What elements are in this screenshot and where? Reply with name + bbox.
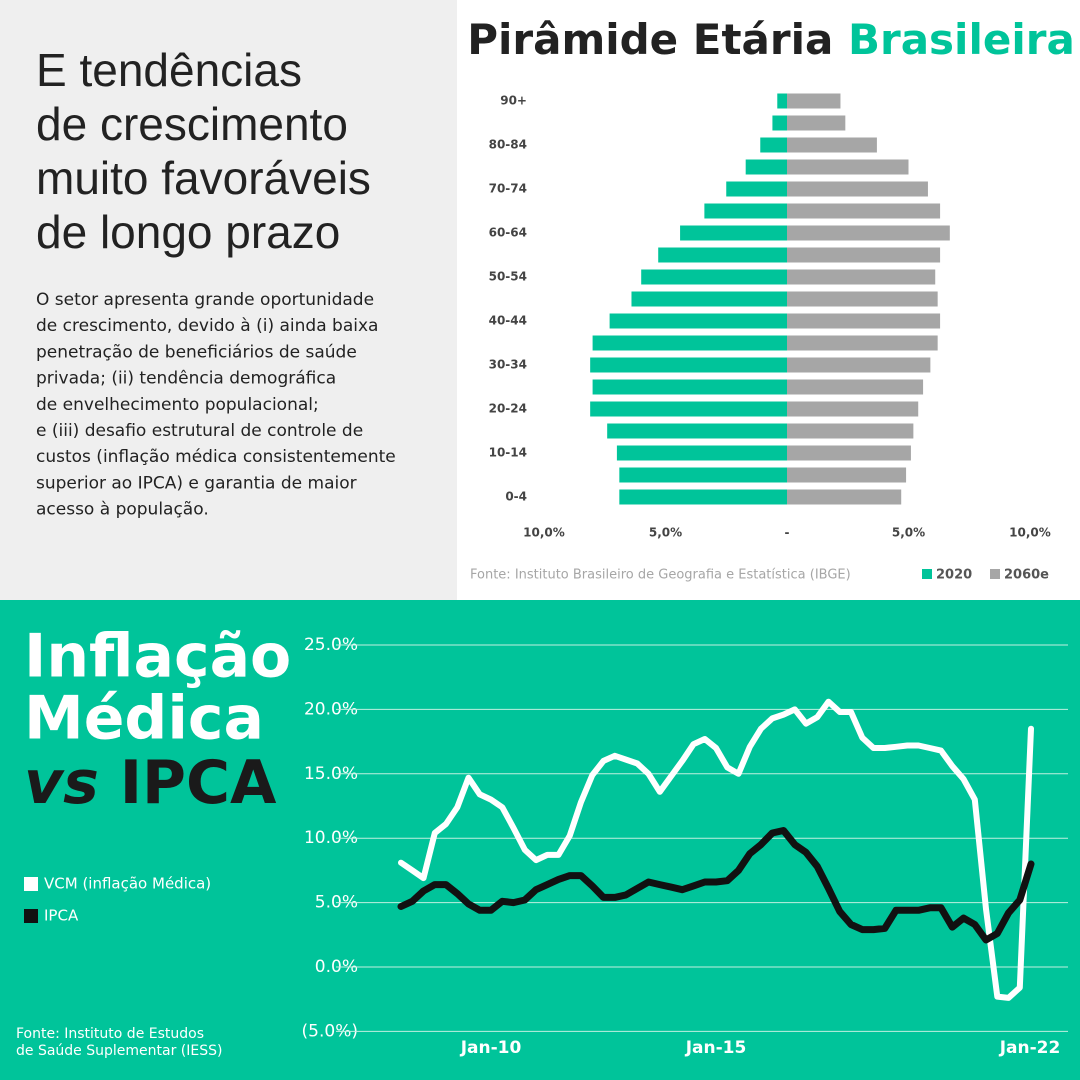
bar <box>658 247 787 263</box>
heading-line: muito favoráveis <box>36 152 371 204</box>
bar <box>787 269 936 285</box>
bar <box>607 423 787 439</box>
heading-line: de crescimento <box>36 98 348 150</box>
bar <box>590 357 787 373</box>
bar <box>726 181 787 197</box>
body-line: penetração de beneficiários de saúde <box>36 342 357 362</box>
title-part: IPCA <box>120 748 277 818</box>
x-tick-label: 5,0% <box>892 526 925 540</box>
y-tick-label: 0-4 <box>505 490 527 504</box>
body-line: privada; (ii) tendência demográfica <box>36 369 336 389</box>
legend-swatch <box>990 569 1000 579</box>
bar <box>787 335 938 351</box>
bar <box>787 423 914 439</box>
bar <box>787 159 909 175</box>
body-line: custos (inflação médica consistentemente <box>36 447 396 467</box>
source: Fonte: Instituto Brasileiro de Geografia… <box>470 568 851 583</box>
bar <box>704 203 787 219</box>
y-tick-label: 80-84 <box>489 138 527 152</box>
x-tick-label: Jan-10 <box>460 1038 522 1058</box>
chart-title: vs IPCA <box>24 748 277 818</box>
bar <box>609 313 787 329</box>
body-line: e (iii) desafio estrutural de controle d… <box>36 421 363 441</box>
bar <box>787 379 924 395</box>
body-line: de envelhecimento populacional; <box>36 395 319 415</box>
y-tick-label: 20-24 <box>489 402 527 416</box>
bar <box>787 203 941 219</box>
legend-swatch <box>922 569 932 579</box>
intro-panel <box>0 0 457 600</box>
bar <box>680 225 787 241</box>
title-part: vs <box>24 748 99 818</box>
x-tick-label: 5,0% <box>649 526 682 540</box>
y-tick-label: 10.0% <box>304 828 358 848</box>
bar <box>619 467 787 483</box>
bar <box>787 225 950 241</box>
y-tick-label: 15.0% <box>304 764 358 784</box>
bar <box>787 489 902 505</box>
bar <box>745 159 787 175</box>
source: Fonte: Instituto de Estudos <box>16 1026 204 1042</box>
title-highlight: Brasileira <box>848 15 1075 64</box>
bar <box>787 291 938 307</box>
y-tick-label: 50-54 <box>489 270 527 284</box>
chart-title: Inflação <box>24 622 291 692</box>
body-line: de crescimento, devido à (i) ainda baixa <box>36 316 378 336</box>
legend-label: IPCA <box>44 907 79 925</box>
title-part: Pirâmide Etária <box>467 15 833 64</box>
chart-title: Pirâmide Etária Brasileira <box>467 15 1075 64</box>
legend-label: 2060e <box>1004 568 1049 583</box>
legend-label: 2020 <box>936 568 972 583</box>
y-tick-label: 90+ <box>500 94 527 108</box>
y-tick-label: (5.0%) <box>302 1021 358 1041</box>
bar <box>616 445 787 461</box>
legend-swatch <box>24 909 38 923</box>
bar <box>590 401 787 417</box>
y-tick-label: 20.0% <box>304 699 358 719</box>
bar <box>787 93 841 109</box>
y-tick-label: 40-44 <box>489 314 527 328</box>
y-tick-label: 60-64 <box>489 226 527 240</box>
bar <box>631 291 787 307</box>
y-tick-label: 30-34 <box>489 358 527 372</box>
legend-swatch <box>24 877 38 891</box>
bar <box>592 335 787 351</box>
body-line: acesso à população. <box>36 500 209 520</box>
x-tick-label: Jan-22 <box>999 1038 1061 1058</box>
source: de Saúde Suplementar (IESS) <box>16 1043 222 1059</box>
bar <box>787 115 846 131</box>
bar <box>787 467 907 483</box>
heading-line: E tendências <box>36 44 302 96</box>
bar <box>592 379 787 395</box>
bar <box>787 247 941 263</box>
chart-title: Médica <box>24 684 264 754</box>
y-tick-label: 10-14 <box>489 446 527 460</box>
legend-label: VCM (inflação Médica) <box>44 875 211 893</box>
x-tick-label: Jan-15 <box>685 1038 747 1058</box>
bar <box>641 269 787 285</box>
x-tick-label: 10,0% <box>523 526 565 540</box>
y-tick-label: 25.0% <box>304 635 358 655</box>
body-line: superior ao IPCA) e garantia de maior <box>36 473 357 493</box>
heading-line: de longo prazo <box>36 206 340 258</box>
bar <box>777 93 787 109</box>
bar <box>772 115 787 131</box>
x-tick-label: 10,0% <box>1009 526 1051 540</box>
line-series <box>397 827 1035 944</box>
bar <box>787 401 919 417</box>
bar <box>787 357 931 373</box>
x-tick-label: - <box>785 526 790 540</box>
bar <box>787 445 911 461</box>
y-tick-label: 70-74 <box>489 182 527 196</box>
inflation-panel <box>0 600 1080 1080</box>
bar <box>787 313 941 329</box>
bar <box>760 137 787 153</box>
bar <box>619 489 787 505</box>
bar <box>787 137 877 153</box>
bar <box>787 181 928 197</box>
body-line: O setor apresenta grande oportunidade <box>36 290 374 310</box>
line-series <box>398 698 1034 1001</box>
